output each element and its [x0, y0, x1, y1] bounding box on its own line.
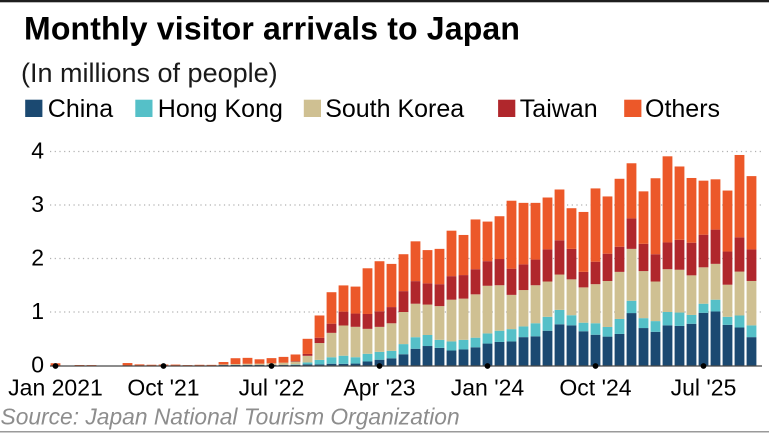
svg-text:Jul '22: Jul '22	[239, 375, 305, 401]
svg-text:Others: Others	[645, 95, 720, 123]
svg-text:Jan '24: Jan '24	[451, 375, 525, 401]
svg-text:Hong Kong: Hong Kong	[158, 95, 283, 123]
svg-text:Source: Japan National Tourism: Source: Japan National Tourism Organizat…	[1, 404, 460, 430]
svg-text:Jul '25: Jul '25	[671, 375, 737, 401]
svg-text:4: 4	[31, 138, 44, 164]
svg-text:China: China	[48, 95, 113, 123]
svg-text:Monthly visitor arrivals to Ja: Monthly visitor arrivals to Japan	[24, 11, 520, 47]
svg-text:1: 1	[31, 298, 44, 324]
svg-text:South Korea: South Korea	[325, 95, 464, 123]
svg-text:Oct '24: Oct '24	[559, 375, 631, 401]
svg-text:Apr '23: Apr '23	[343, 375, 415, 401]
svg-text:3: 3	[31, 191, 44, 217]
svg-text:0: 0	[31, 352, 44, 378]
svg-text:(In millions of people): (In millions of people)	[21, 58, 278, 88]
svg-text:Oct '21: Oct '21	[127, 375, 199, 401]
svg-text:Taiwan: Taiwan	[520, 95, 598, 123]
svg-text:2: 2	[31, 245, 44, 271]
svg-text:Jan 2021: Jan 2021	[8, 375, 103, 401]
